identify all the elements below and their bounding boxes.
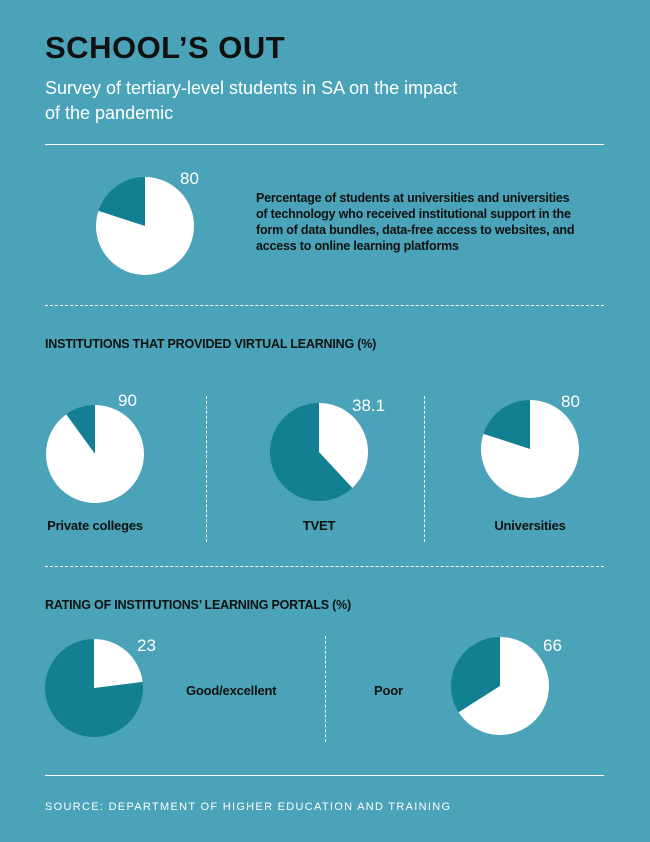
section-divider-1 [45,305,604,306]
support-description: Percentage of students at universities a… [256,191,575,253]
value-label-poor: 66 [543,636,562,655]
tvet-value-slice [319,403,368,488]
pie-private-colleges [45,405,144,503]
section-divider-2 [45,566,604,567]
page-title: SCHOOL’S OUT [45,30,286,65]
label-universities: Universities [494,518,566,533]
value-label-good-excellent: 23 [137,636,156,655]
portal-rating-heading: RATING OF INSTITUTIONS’ LEARNING PORTALS… [45,598,352,612]
source-note: SOURCE: DEPARTMENT OF HIGHER EDUCATION A… [45,801,452,813]
page-subtitle: Survey of tertiary-level students in SA … [45,78,458,123]
virtual-learning-heading: INSTITUTIONS THAT PROVIDED VIRTUAL LEARN… [45,337,377,351]
column-divider-1 [206,396,207,542]
private-colleges-value-slice [45,405,144,503]
good-excellent-value-slice [94,639,143,688]
value-label-support: 80 [180,169,199,188]
private-colleges-rest-slice [66,405,95,454]
label-poor: Poor [374,683,403,698]
pie-poor [451,637,549,735]
bottom-divider [45,775,604,776]
value-label-private-colleges: 90 [118,391,137,410]
column-divider-2 [424,396,425,542]
label-tvet: TVET [302,518,336,533]
pie-good-excellent [44,639,144,737]
poor-value-slice [458,637,549,735]
support-rest-slice [98,177,145,226]
pie-student-support [96,177,194,275]
poor-rest-slice [451,637,500,713]
tvet-rest-slice [270,403,353,501]
column-divider-3 [325,636,326,742]
value-label-universities: 80 [561,392,580,411]
pie-universities [481,400,579,498]
universities-rest-slice [483,400,530,449]
label-good-excellent: Good/excellent [186,683,277,698]
universities-value-slice [481,400,579,498]
pie-tvet [270,403,368,501]
label-private-colleges: Private colleges [47,518,143,533]
good-excellent-rest-slice [44,639,144,737]
value-label-tvet: 38.1 [352,396,386,415]
support-value-slice [96,177,194,275]
top-divider [45,144,604,145]
